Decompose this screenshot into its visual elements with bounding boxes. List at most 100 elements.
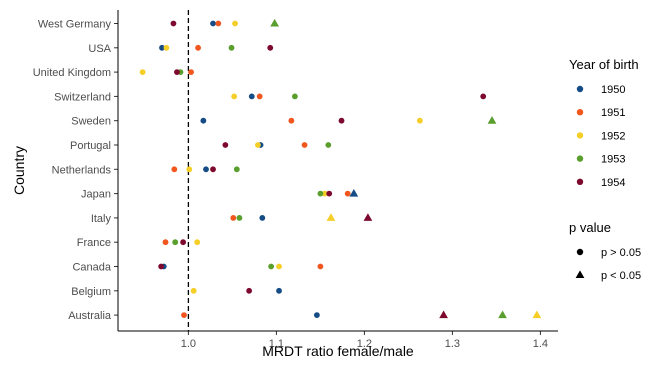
y-tick-label-west-germany: West Germany <box>38 19 112 31</box>
point-1951-france <box>162 239 169 246</box>
point-1951-west-germany <box>215 20 222 27</box>
legend-swatch-1950 <box>576 85 584 93</box>
point-1950-italy <box>259 215 266 221</box>
legend-swatch-1953 <box>576 155 584 162</box>
point-1954-west-germany <box>170 20 177 27</box>
legend-label-1950: 1950 <box>601 84 625 96</box>
point-1951-switzerland <box>256 93 263 100</box>
legend-label-1951: 1951 <box>601 107 625 119</box>
point-1951-sweden <box>288 117 295 124</box>
point-1951-japan <box>344 190 351 197</box>
point-1953-sweden-triangle <box>487 116 497 124</box>
point-1952-italy-triangle <box>326 213 336 221</box>
point-1950-sweden <box>200 117 207 124</box>
y-tick-label-japan: Japan <box>81 189 111 201</box>
data-points <box>139 18 542 319</box>
point-1952-sweden <box>416 117 423 124</box>
y-tick-label-canada: Canada <box>72 262 111 274</box>
legend-label-circle: p > 0.05 <box>601 247 641 259</box>
y-tick-label-italy: Italy <box>91 213 112 225</box>
legend-shape-triangle <box>575 270 585 278</box>
x-tick-label: 1.2 <box>357 338 372 350</box>
legend-p-value: p value p > 0.05 p < 0.05 <box>569 220 641 282</box>
y-tick-label-france: France <box>77 237 111 249</box>
legend-label-1952: 1952 <box>601 130 625 142</box>
point-1954-france <box>180 239 187 246</box>
point-1950-usa <box>159 44 165 51</box>
point-1953-usa <box>228 44 235 51</box>
point-1951-usa <box>195 44 201 51</box>
legend-swatch-1951 <box>576 109 584 116</box>
y-tick-label-united-kingdom: United Kingdom <box>33 67 111 79</box>
point-1950-belgium <box>276 287 282 294</box>
point-1952-belgium <box>190 287 197 294</box>
y-tick-label-switzerland: Switzerland <box>54 91 111 103</box>
point-1953-switzerland <box>291 93 298 100</box>
point-1953-italy <box>236 215 243 221</box>
legend-swatch-1952 <box>576 132 584 139</box>
x-tick-label: 1.1 <box>269 338 284 350</box>
y-axis-title: Country <box>11 146 27 195</box>
y-tick-label-netherlands: Netherlands <box>52 164 112 176</box>
point-1952-france <box>194 239 201 246</box>
point-1950-japan-triangle <box>349 189 359 197</box>
point-1954-canada <box>158 263 165 270</box>
point-1951-portugal <box>301 142 308 148</box>
point-1953-netherlands <box>233 166 240 173</box>
legend-title-p-value: p value <box>569 220 611 235</box>
point-1954-italy-triangle <box>363 213 373 221</box>
point-1952-usa <box>163 44 170 51</box>
x-tick-label: 1.4 <box>533 338 548 350</box>
point-1953-japan <box>317 190 324 197</box>
legend-swatch-1954 <box>576 178 584 185</box>
legend-label-1953: 1953 <box>601 154 625 166</box>
y-tick-label-portugal: Portugal <box>70 140 111 152</box>
point-1954-switzerland <box>480 93 487 100</box>
point-1954-usa <box>267 44 274 51</box>
y-tick-label-usa: USA <box>88 43 111 55</box>
point-1951-netherlands <box>171 166 178 173</box>
point-1952-netherlands <box>186 166 193 173</box>
legend-title-year: Year of birth <box>569 57 639 72</box>
legend-label-triangle: p < 0.05 <box>601 270 641 282</box>
point-1953-canada <box>268 263 275 270</box>
point-1952-united-kingdom <box>139 69 146 75</box>
x-tick-label: 1.0 <box>181 338 196 350</box>
y-tick-label-sweden: Sweden <box>71 116 111 128</box>
point-1952-switzerland <box>231 93 238 100</box>
x-tick-label: 1.3 <box>445 338 460 350</box>
legend-label-1954: 1954 <box>601 177 625 189</box>
point-1954-portugal <box>222 142 229 148</box>
point-1952-japan <box>321 190 328 197</box>
point-1953-france <box>172 239 179 246</box>
point-1951-italy <box>230 215 237 221</box>
y-tick-label-australia: Australia <box>68 310 112 322</box>
point-1954-sweden <box>338 117 345 124</box>
point-1954-belgium <box>246 287 253 294</box>
legend-year-of-birth: Year of birth 1950 1951 1952 1953 1954 <box>569 57 639 189</box>
point-1951-australia <box>181 312 187 318</box>
point-1951-united-kingdom <box>188 69 194 75</box>
y-tick-label-belgium: Belgium <box>71 286 111 298</box>
point-1952-west-germany <box>232 20 238 27</box>
point-1954-netherlands <box>210 166 216 173</box>
x-axis-ticks: 1.0 1.1 1.2 1.3 1.4 <box>181 331 548 350</box>
legend-shape-circle <box>576 248 584 256</box>
point-1950-west-germany <box>210 20 216 27</box>
point-1953-australia-triangle <box>498 310 507 319</box>
point-1953-west-germany-triangle <box>270 18 280 27</box>
x-axis-title: MRDT ratio female/male <box>262 343 414 359</box>
point-1954-united-kingdom <box>174 69 180 75</box>
point-1953-portugal <box>325 142 332 148</box>
point-1952-australia-triangle <box>532 310 542 319</box>
point-1950-switzerland <box>248 93 255 100</box>
point-1952-canada <box>276 263 282 270</box>
point-1954-japan <box>326 190 333 197</box>
point-1952-portugal <box>255 142 261 148</box>
point-1951-canada <box>317 263 324 270</box>
point-1950-netherlands <box>203 166 209 173</box>
point-1954-australia-triangle <box>439 310 448 319</box>
y-axis-ticks: West Germany USA United Kingdom Switzerland… <box>33 19 118 322</box>
